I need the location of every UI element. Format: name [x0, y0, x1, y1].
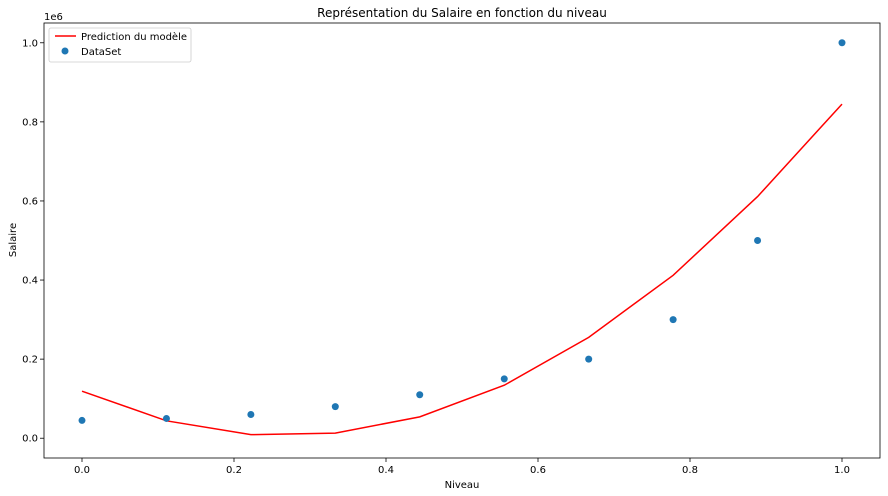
x-tick-label: 0.4 [378, 465, 394, 476]
x-tick-label: 0.8 [682, 465, 698, 476]
y-offset-label: 1e6 [44, 12, 63, 23]
y-tick-label: 0.2 [22, 355, 38, 366]
y-tick-label: 0.6 [22, 196, 38, 207]
x-axis-label: Niveau [445, 480, 480, 491]
data-point-7 [669, 316, 677, 324]
data-point-3 [331, 403, 339, 411]
y-tick-label: 0.8 [22, 117, 38, 128]
chart-marks [78, 39, 846, 436]
data-point-2 [247, 411, 255, 418]
legend-label-dataset: DataSet [81, 47, 121, 58]
y-axis: 0.0 0.2 0.4 0.6 0.8 1.0 [22, 38, 44, 445]
series-line-prediction [81, 103, 843, 436]
data-point-0 [78, 416, 86, 424]
legend-label-prediction: Prediction du modèle [81, 31, 187, 43]
chart-title: Représentation du Salaire en fonction du… [317, 6, 607, 20]
x-tick-label: 0.6 [530, 465, 546, 476]
data-point-9 [838, 39, 846, 47]
legend-box [48, 27, 192, 63]
plot-area-frame [43, 22, 881, 459]
x-tick-label: 0.2 [226, 465, 242, 476]
y-tick-label: 0.0 [22, 434, 38, 445]
y-tick-label: 0.4 [22, 276, 38, 287]
x-tick-label: 1.0 [834, 465, 850, 476]
legend: Prediction du modèle DataSet [48, 27, 192, 63]
data-point-5 [500, 375, 508, 383]
x-axis: 0.0 0.2 0.4 0.6 0.8 1.0 [74, 458, 850, 476]
y-axis-label: Salaire [8, 223, 19, 257]
data-point-6 [585, 355, 593, 363]
x-tick-label: 0.0 [74, 465, 90, 476]
legend-marker-swatch [61, 47, 69, 55]
data-point-1 [162, 414, 170, 422]
data-point-8 [754, 237, 762, 244]
y-tick-label: 1.0 [22, 38, 38, 49]
data-point-4 [416, 391, 424, 399]
